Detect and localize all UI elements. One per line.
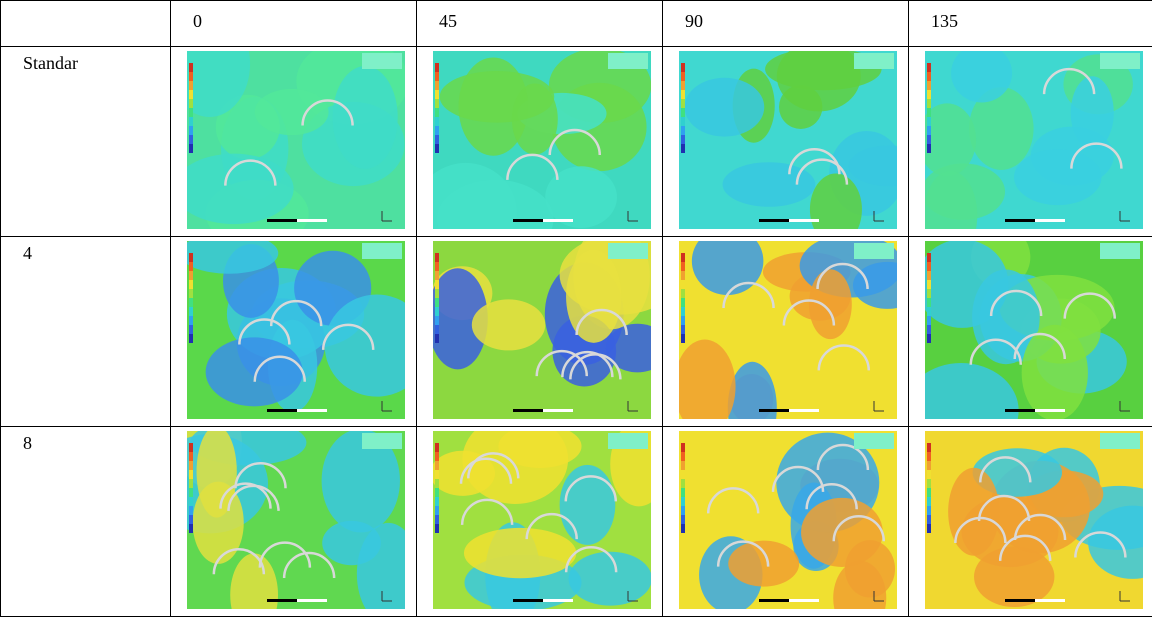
contour-cell (663, 47, 909, 237)
row: 8 (1, 427, 1152, 617)
contour-cell (417, 427, 663, 617)
contour-cell (171, 47, 417, 237)
contour-image (679, 51, 897, 229)
header-row: 0 45 90 135 (1, 1, 1152, 47)
contour-cell (909, 237, 1152, 427)
corner-cell (1, 1, 171, 47)
page: 0 45 90 135 Standar 4 8 (() => { const d… (0, 0, 1152, 597)
contour-image (925, 431, 1143, 609)
row: 4 (1, 237, 1152, 427)
contour-cell (663, 427, 909, 617)
column-header: 0 (171, 1, 417, 47)
contour-image (925, 241, 1143, 419)
column-header: 135 (909, 1, 1152, 47)
contour-cell (171, 237, 417, 427)
results-table: 0 45 90 135 Standar 4 8 (0, 0, 1152, 617)
contour-image (679, 241, 897, 419)
contour-image (679, 431, 897, 609)
contour-image (187, 241, 405, 419)
contour-cell (663, 237, 909, 427)
row-label: Standar (1, 47, 171, 237)
contour-cell (417, 47, 663, 237)
contour-image (433, 241, 651, 419)
contour-image (187, 431, 405, 609)
row: Standar (1, 47, 1152, 237)
contour-image (925, 51, 1143, 229)
column-header: 90 (663, 1, 909, 47)
contour-cell (417, 237, 663, 427)
row-label: 8 (1, 427, 171, 617)
contour-image (433, 431, 651, 609)
contour-image (433, 51, 651, 229)
contour-image (187, 51, 405, 229)
contour-cell (909, 47, 1152, 237)
row-label: 4 (1, 237, 171, 427)
column-header: 45 (417, 1, 663, 47)
contour-cell (909, 427, 1152, 617)
contour-cell (171, 427, 417, 617)
